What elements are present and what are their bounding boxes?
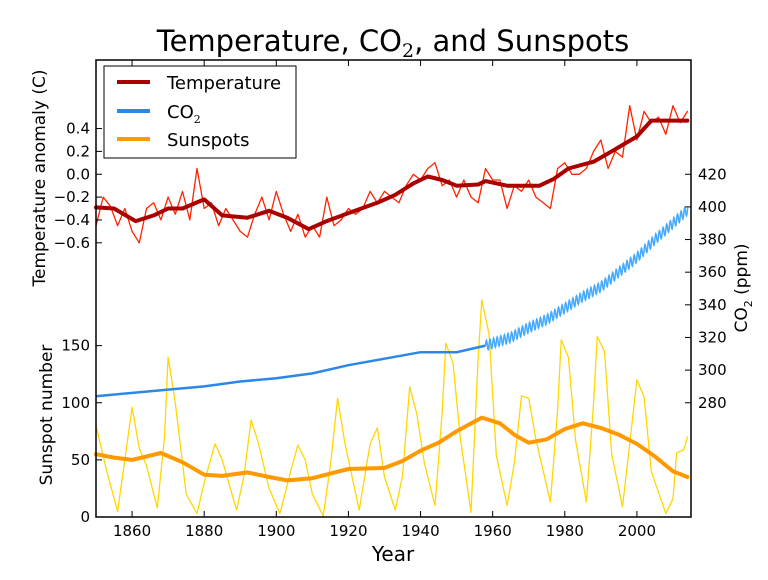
sunspots-raw-line xyxy=(95,299,689,517)
co2-seasonal-line xyxy=(484,206,689,352)
legend-label-temperature: Temperature xyxy=(166,73,281,94)
temperature-tick-label: 0.4 xyxy=(66,120,90,138)
co2-trend-line xyxy=(95,344,486,398)
series-layer xyxy=(94,105,690,517)
x-tick-label: 1960 xyxy=(474,522,512,540)
co2-tick-label: 340 xyxy=(698,296,727,314)
x-tick-label: 1980 xyxy=(546,522,584,540)
co2-tick-label: 280 xyxy=(698,394,727,412)
tick-layer: 1860 1880 1900 1920 1940 1960 1980 2000 0.4 0.2 0.… xyxy=(54,60,727,540)
x-tick-label: 1900 xyxy=(257,522,295,540)
co2-tick-label: 360 xyxy=(698,263,727,281)
legend-label-sunspots: Sunspots xyxy=(167,130,250,151)
co2-tick-label: 400 xyxy=(698,198,727,216)
x-tick-label: 1920 xyxy=(329,522,367,540)
temperature-tick-label: 0.0 xyxy=(66,165,90,183)
temperature-smoothed-line xyxy=(94,118,690,232)
co2-tick-label: 300 xyxy=(698,361,727,379)
temperature-tick-label: −0.2 xyxy=(54,188,90,206)
temperature-tick-label: −0.4 xyxy=(54,211,90,229)
sunspots-tick-label: 0 xyxy=(80,508,90,526)
legend-label-co2: CO2 xyxy=(167,102,201,126)
sunspots-tick-label: 50 xyxy=(71,451,90,469)
sunspot-axis-label: Sunspot number xyxy=(37,345,57,486)
temperature-tick-label: 0.2 xyxy=(66,142,90,160)
x-tick-label: 2000 xyxy=(618,522,656,540)
sunspots-tick-label: 100 xyxy=(61,394,90,412)
x-tick-label: 1860 xyxy=(113,522,151,540)
x-axis-label: Year xyxy=(371,542,415,566)
co2-axis-label: CO2 (ppm) xyxy=(732,243,755,332)
x-tick-label: 1880 xyxy=(185,522,223,540)
temperature-axis-label: Temperature anomaly (C) xyxy=(30,70,50,288)
sunspots-tick-label: 150 xyxy=(61,337,90,355)
co2-tick-label: 380 xyxy=(698,231,727,249)
x-tick-label: 1940 xyxy=(401,522,439,540)
co2-tick-label: 320 xyxy=(698,328,727,346)
legend: Temperature CO2 Sunspots xyxy=(103,65,297,159)
co2-tick-label: 420 xyxy=(698,165,727,183)
plot-frame xyxy=(95,59,692,518)
temperature-tick-label: −0.6 xyxy=(54,234,90,252)
sunspots-smoothed-line xyxy=(94,415,690,483)
chart-title: Temperature, CO2, and Sunspots xyxy=(156,24,629,62)
